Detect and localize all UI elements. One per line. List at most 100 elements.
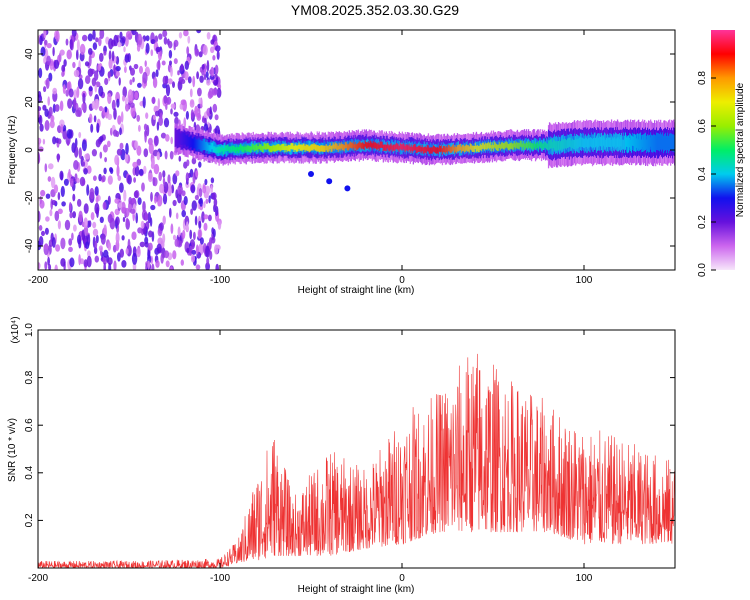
noise-cell [118, 77, 121, 86]
band-cell [341, 144, 343, 151]
y-tick-label: -40 [24, 238, 35, 253]
band-cell [442, 145, 445, 153]
noise-cell [48, 72, 53, 82]
noise-cell [172, 199, 177, 207]
band-cell [208, 145, 210, 152]
band-cell [564, 138, 567, 149]
noise-cell [144, 212, 149, 221]
band-cell [517, 142, 520, 149]
band-cell [578, 137, 581, 147]
noise-cell [52, 46, 55, 57]
band-cell [302, 143, 304, 151]
noise-cell [162, 83, 168, 89]
band-cell [355, 144, 357, 151]
noise-cell [183, 117, 187, 129]
noise-cell [52, 87, 58, 95]
noise-cell [205, 245, 211, 258]
noise-cell [190, 254, 196, 263]
noise-cell [113, 34, 119, 47]
noise-cell [78, 131, 82, 139]
band-cell [630, 139, 632, 150]
noise-cell [69, 211, 73, 219]
noise-cell [125, 248, 129, 255]
band-cell [182, 136, 184, 144]
noise-cell [92, 42, 98, 50]
band-cell [301, 145, 303, 152]
band-cell [265, 143, 267, 151]
band-cell [387, 144, 389, 151]
band-cell [496, 144, 499, 151]
x-tick-label: 0 [399, 573, 405, 584]
band-cell [519, 140, 522, 147]
band-cell [391, 139, 393, 152]
band-cell [590, 137, 593, 148]
colorbar-tick-label: 0.6 [697, 119, 708, 133]
band-cell [368, 143, 370, 150]
noise-cell [94, 70, 99, 81]
noise-cell [163, 36, 168, 45]
noise-cell [54, 104, 60, 112]
noise-cell [104, 106, 108, 113]
colorbar-tick-label: 0.4 [697, 167, 708, 181]
noise-cell [68, 201, 72, 212]
noise-cell [61, 71, 65, 77]
noise-cell [54, 264, 58, 270]
noise-cell [59, 100, 64, 112]
noise-cell [214, 114, 219, 121]
noise-cell [130, 208, 136, 214]
noise-cell [133, 177, 137, 183]
band-cell [374, 141, 376, 149]
noise-cell [38, 94, 43, 103]
band-cell [324, 145, 326, 152]
noise-cell [156, 151, 161, 161]
band-cell [579, 137, 582, 147]
band-cell [486, 143, 489, 150]
noise-cell [210, 46, 215, 54]
noise-cell [172, 173, 178, 185]
band-cell [316, 145, 318, 152]
noise-cell [213, 79, 218, 86]
band-cell [396, 143, 398, 150]
snr-multiplier: (x10⁴) [10, 316, 21, 343]
snr-y-label: SNR (10 * v/v) [7, 418, 18, 482]
band-cell [372, 141, 374, 148]
noise-cell [205, 71, 209, 79]
band-cell [354, 142, 356, 149]
noise-cell [195, 244, 199, 255]
noise-cell [73, 69, 80, 78]
noise-cell [209, 250, 213, 260]
noise-cell [194, 215, 198, 226]
noise-cell [189, 100, 195, 108]
band-cell [600, 137, 603, 147]
band-cell [612, 138, 615, 148]
noise-cell [96, 122, 100, 133]
noise-cell [101, 175, 106, 183]
signal-band [174, 119, 675, 169]
band-cell [252, 143, 254, 150]
band-cell [280, 144, 282, 151]
band-cell [362, 142, 364, 149]
band-cell [580, 137, 583, 147]
band-cell [607, 137, 610, 147]
noise-cell [167, 40, 173, 49]
noise-cell [65, 38, 69, 46]
band-cell [337, 145, 339, 152]
noise-cell [54, 210, 60, 222]
band-cell [512, 143, 515, 150]
noise-cell [137, 197, 142, 206]
band-cell [494, 142, 497, 149]
noise-cell [38, 110, 41, 118]
noise-cell [49, 209, 53, 217]
band-cell [476, 144, 479, 152]
band-cell [274, 145, 276, 152]
band-cell [424, 146, 426, 153]
band-cell [479, 143, 482, 150]
band-cell [502, 143, 505, 150]
noise-cell [107, 175, 113, 185]
noise-cell [208, 239, 212, 250]
noise-cell [173, 111, 179, 117]
band-cell [525, 141, 528, 148]
band-cell [451, 145, 454, 152]
noise-cell [55, 244, 61, 252]
noise-cell [156, 243, 162, 254]
